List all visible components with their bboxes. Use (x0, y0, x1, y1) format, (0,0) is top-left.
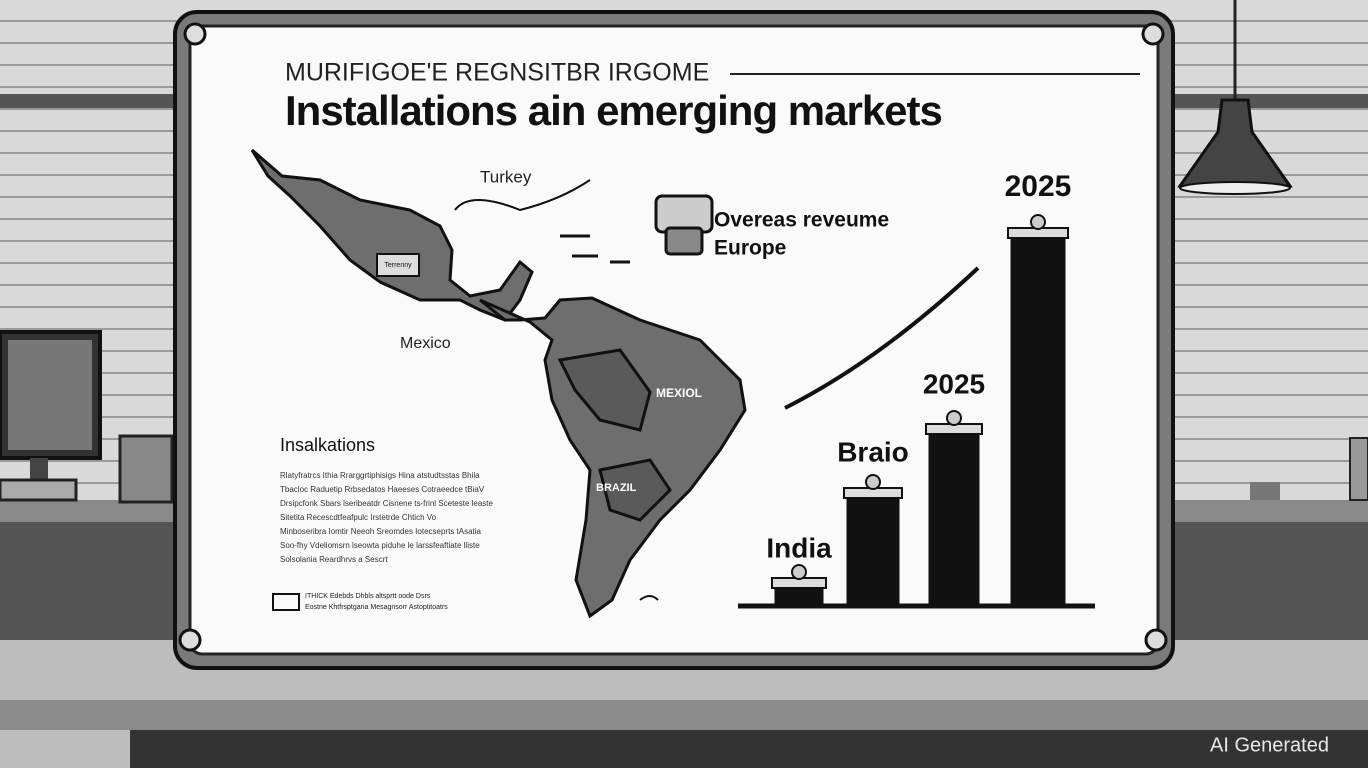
trend-curve (784, 266, 980, 410)
map-label: Mexico (400, 335, 451, 352)
callout-line: Europe (714, 237, 786, 260)
bar-pin (865, 474, 881, 490)
notes-line: Minboseribra Iomtir Neeoh Sreomdes Iotec… (280, 527, 482, 536)
lamp (1177, 0, 1368, 501)
monitor (0, 330, 174, 504)
notes-line: Soo-fhy Vdeliomsrn lseowta piduhe le lar… (280, 541, 480, 550)
notes-line: Solsolania Reardhrvs a Sescrt (280, 555, 388, 564)
watermark: AI Generated (1210, 734, 1329, 756)
map-tag-box (376, 253, 420, 277)
map-tag: Terrenny (384, 262, 412, 269)
bar-label: 2025 (923, 368, 985, 399)
map (250, 148, 747, 619)
bar-pin (946, 410, 962, 426)
notes-line: Rlatyfratrcs Ithia Rrarggrtiphisigs Hina… (280, 471, 480, 480)
kicker: MURIFIGOE'E REGNSITBR IRGOME (285, 59, 709, 87)
callout-line: Overeas reveume (714, 209, 889, 232)
map-label: MEXIOL (656, 386, 702, 400)
map-label: BRAZIL (596, 482, 637, 494)
notes-line: Drsipcfonk Sbars lseribeatdr Cisnene ts-… (280, 499, 494, 508)
bar (846, 494, 900, 608)
board-screws (178, 22, 1168, 652)
callout-icon (654, 194, 714, 256)
notes-line: Tbacloc Raduetip Rrbsedatos Haeeses Cotr… (280, 485, 485, 494)
notes-heading: Insalkations (280, 435, 375, 455)
notes-icon (272, 593, 300, 611)
bar-pin (791, 564, 807, 580)
bar-label: India (766, 532, 832, 563)
notes-footer: ITHICK Edebds Dhbls altsprtt oode Dsrs (305, 593, 431, 600)
bar-pin (1030, 214, 1046, 230)
bar-label: Braio (837, 436, 909, 467)
map-label: Turkey (480, 167, 532, 186)
bar-label: 2025 (1005, 170, 1072, 203)
title: Installations ain emerging markets (285, 87, 942, 134)
bars: India Braio 2025 2025 (766, 170, 1072, 608)
notes-footer: Eostne Khtfrsptgaria Mesagnsorr Astoptit… (305, 604, 448, 611)
table-shadow (130, 730, 1368, 768)
bar (928, 430, 980, 608)
notes: Rlatyfratrcs Ithia Rrarggrtiphisigs Hina… (280, 471, 494, 564)
notes-line: Sitetita Recescdtfeafpulc Irstetrde Chti… (280, 513, 437, 522)
table-edge (0, 700, 1368, 730)
bar (1010, 234, 1066, 608)
